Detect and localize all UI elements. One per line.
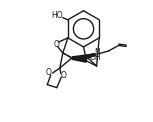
Text: HO: HO [51, 11, 63, 20]
Text: O: O [54, 40, 60, 49]
Text: OH: OH [89, 53, 101, 62]
Text: O: O [61, 71, 67, 80]
Polygon shape [71, 57, 87, 61]
Text: O: O [46, 68, 52, 77]
Text: N: N [95, 48, 100, 57]
